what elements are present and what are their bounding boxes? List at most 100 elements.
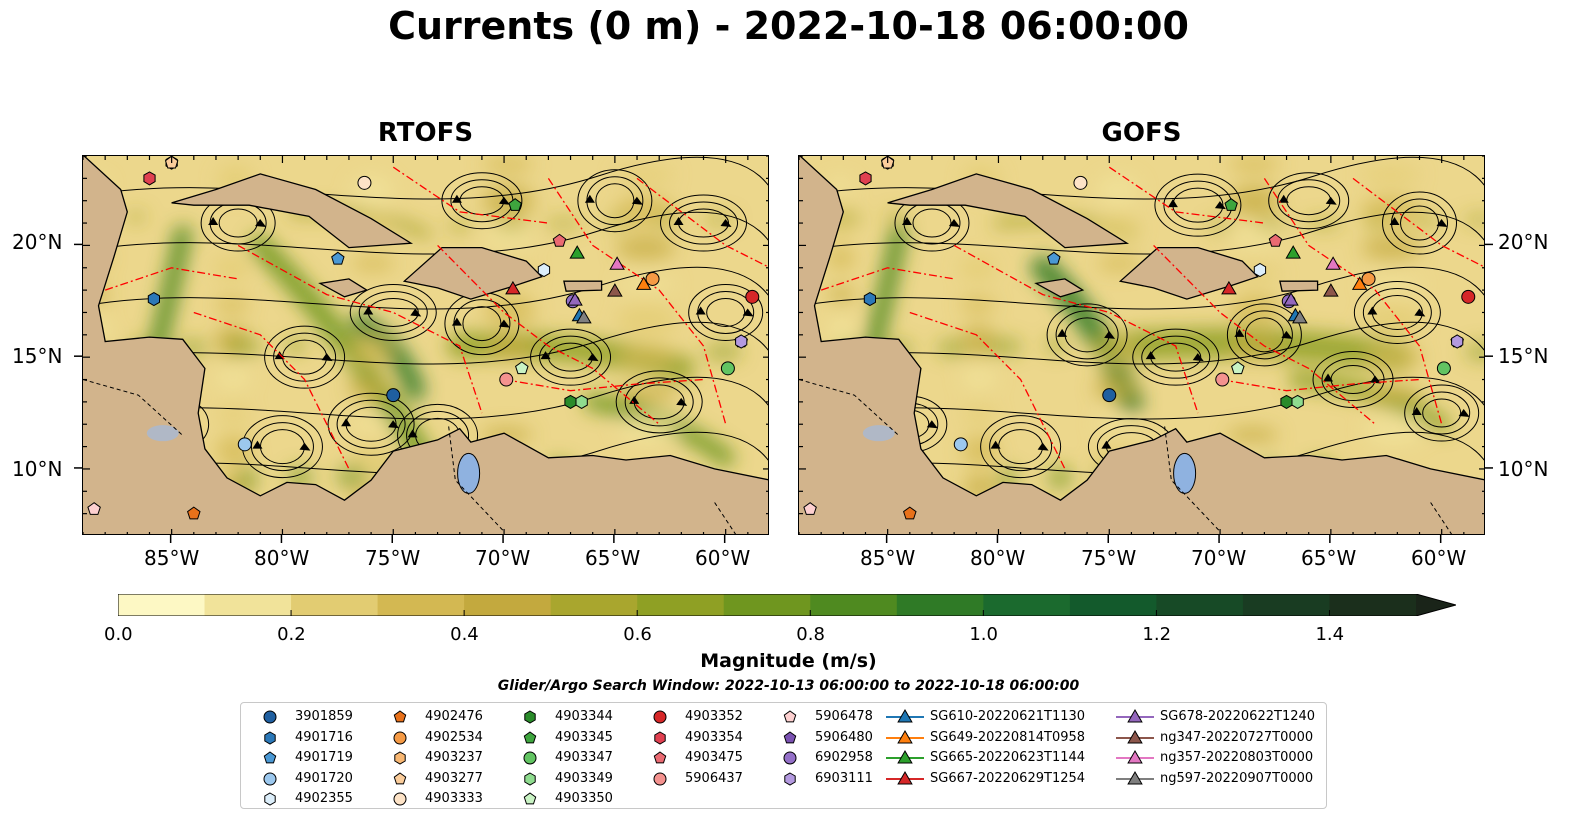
glider-marker — [1221, 280, 1237, 295]
legend-entry: 6902958 — [771, 748, 991, 768]
argo-float-marker — [508, 198, 522, 211]
argo-float-marker — [515, 361, 529, 375]
country-borders — [83, 379, 737, 534]
legend-label: ng597-20220907T0000 — [1160, 770, 1314, 786]
legend-label: 4903352 — [685, 709, 743, 724]
eez-boundaries — [820, 166, 1484, 470]
y-tick-label-right: 15°N — [1498, 344, 1549, 368]
y-tick-label-left: 10°N — [12, 457, 63, 481]
hexagon-marker-icon — [394, 751, 406, 765]
axis-ticks — [83, 156, 768, 534]
legend-label: 4901720 — [295, 770, 353, 786]
legend-entry: 4903354 — [641, 728, 861, 748]
triangle-marker-icon — [886, 729, 924, 743]
legend-marker — [653, 710, 667, 724]
legend-marker — [784, 771, 796, 786]
colorbar-segment — [204, 594, 292, 616]
y-tick-label-right: 20°N — [1498, 230, 1549, 254]
argo-float-marker — [859, 171, 872, 186]
circle-marker-icon — [653, 710, 667, 724]
argo-float-marker — [803, 502, 817, 515]
x-tick-label: 65°W — [1301, 546, 1357, 570]
colorbar-segment — [1069, 594, 1157, 616]
argo-float-marker — [147, 292, 160, 307]
legend-label: SG665-20220623T1144 — [930, 750, 1086, 765]
argo-float-marker — [903, 506, 917, 520]
legend-triangle — [1127, 729, 1143, 743]
glider-marker — [1323, 283, 1339, 297]
colorbar-tick-label: 0.6 — [623, 624, 652, 645]
argo-float-marker — [735, 334, 748, 349]
glider-marker — [567, 292, 583, 306]
triangle-marker-icon — [1116, 708, 1154, 723]
legend-entry: 4902476 — [381, 707, 601, 727]
glider-marker — [1285, 245, 1301, 259]
x-tick-label: 75°W — [365, 546, 421, 570]
legend-entry: 4901720 — [251, 769, 471, 789]
x-tick-label: 70°W — [1191, 546, 1247, 570]
argo-float-marker — [386, 388, 401, 403]
legend-marker — [393, 731, 407, 744]
legend-label: 4903350 — [555, 791, 613, 806]
axis-ticks — [799, 156, 1484, 534]
legend-marker — [654, 730, 666, 745]
colorbar-tick-label: 1.2 — [1142, 624, 1172, 645]
legend-entry: SG667-20220629T1254 — [886, 769, 1106, 789]
colorbar-segment — [377, 594, 465, 616]
legend-entry: 4903347 — [511, 748, 731, 768]
colorbar-tick-label: 0.4 — [450, 624, 479, 645]
argo-float-marker — [1253, 262, 1267, 278]
colorbar-segment — [896, 594, 984, 616]
x-tick-label: 70°W — [475, 546, 531, 570]
legend-triangle — [897, 708, 913, 723]
argo-float-marker — [953, 437, 968, 452]
argo-float-marker — [187, 506, 201, 520]
argo-float-marker — [1102, 388, 1117, 403]
argo-float-marker — [331, 251, 345, 265]
x-tick-label: 60°W — [1411, 546, 1467, 570]
x-tick-label: 80°W — [970, 546, 1026, 570]
legend-label: 3901859 — [295, 709, 353, 724]
legend-entry: 3901859 — [251, 707, 471, 727]
eez-boundaries — [104, 166, 768, 470]
colorbar-tick-label: 1.4 — [1315, 624, 1345, 645]
colorbar-segment — [810, 594, 898, 616]
legend-marker — [524, 710, 536, 724]
legend-label: 4903475 — [685, 750, 743, 765]
legend-label: 4903237 — [425, 750, 483, 765]
legend-entry: SG678-20220622T1240 — [1116, 707, 1336, 727]
legend-marker — [783, 710, 797, 723]
argo-float-marker — [1268, 233, 1283, 247]
argo-float-marker — [1461, 289, 1476, 304]
legend-label: SG667-20220629T1254 — [930, 770, 1086, 786]
legend-label: 4902476 — [425, 709, 483, 724]
colorbar-segment — [291, 594, 379, 616]
legend-entry: 4903344 — [511, 707, 731, 727]
legend-triangle — [1127, 708, 1143, 723]
legend-label: 6903111 — [815, 770, 873, 786]
colorbar-segment — [464, 594, 552, 616]
legend-label: SG678-20220622T1240 — [1160, 709, 1316, 724]
hexagon-marker-icon — [784, 771, 796, 786]
legend-entry: 4902534 — [381, 728, 601, 748]
legend-marker — [264, 730, 276, 745]
x-tick-label: 65°W — [585, 546, 641, 570]
hexagon-marker-icon — [654, 730, 666, 745]
triangle-marker-icon — [1116, 749, 1154, 764]
circle-marker-icon — [523, 751, 537, 765]
legend-label: 4903333 — [425, 791, 483, 806]
panel-title-rtofs: RTOFS — [377, 118, 474, 148]
legend-marker — [264, 792, 276, 806]
legend-label: 5906480 — [815, 729, 873, 745]
legend-entry: ng357-20220803T0000 — [1116, 748, 1336, 768]
y-tick-label-left: 20°N — [12, 230, 63, 254]
legend-label: 5906437 — [685, 770, 743, 786]
argo-float-marker — [1047, 251, 1061, 265]
legend-entry: 4903237 — [381, 748, 601, 768]
panel-title-gofs: GOFS — [1101, 118, 1182, 148]
main-title: Currents (0 m) - 2022-10-18 06:00:00 — [388, 4, 1189, 48]
glider-marker — [576, 309, 592, 324]
legend-entry: 5906478 — [771, 707, 991, 727]
triangle-marker-icon — [886, 770, 924, 784]
argo-float-marker — [537, 262, 551, 278]
